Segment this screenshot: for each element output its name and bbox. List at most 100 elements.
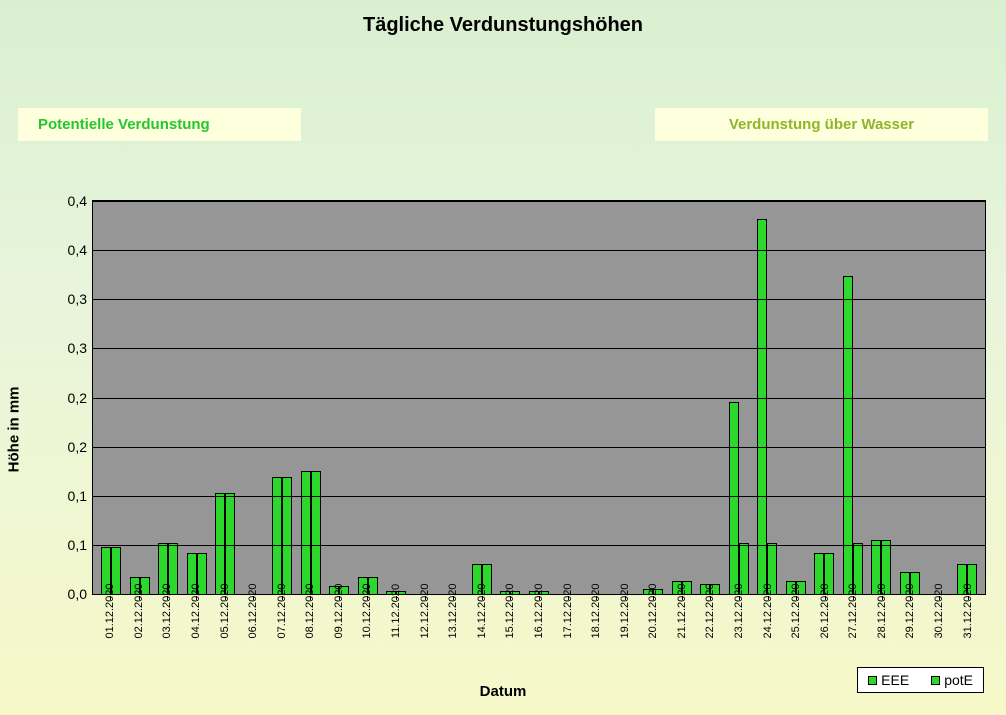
y-tick-label: 0,4 [68, 193, 87, 209]
x-tick-label: 15.12.2020 [504, 583, 516, 638]
gridline [93, 201, 985, 202]
x-tick: 20.12.2020 [639, 600, 668, 670]
bar-eee [215, 493, 225, 594]
gridline [93, 496, 985, 497]
x-tick: 24.12.2020 [753, 600, 782, 670]
x-tick-label: 24.12.2020 [762, 583, 774, 638]
x-tick: 03.12.2020 [153, 600, 182, 670]
x-tick-label: 03.12.2020 [161, 583, 173, 638]
x-tick-label: 31.12.2020 [962, 583, 974, 638]
x-tick: 22.12.2020 [696, 600, 725, 670]
x-tick: 28.12.2020 [868, 600, 897, 670]
x-tick: 15.12.2020 [496, 600, 525, 670]
bar-eee [757, 219, 767, 594]
x-tick: 13.12.2020 [439, 600, 468, 670]
gridline [93, 398, 985, 399]
x-tick: 30.12.2020 [925, 600, 954, 670]
x-tick-label: 18.12.2020 [590, 583, 602, 638]
x-tick: 16.12.2020 [525, 600, 554, 670]
chart-title: Tägliche Verdunstungshöhen [0, 0, 1006, 37]
y-tick-label: 0,2 [68, 439, 87, 455]
y-axis-label: Höhe in mm [6, 386, 23, 472]
x-tick-label: 13.12.2020 [447, 583, 459, 638]
x-tick: 05.12.2020 [210, 600, 239, 670]
x-tick-label: 04.12.2020 [190, 583, 202, 638]
x-tick: 21.12.2020 [668, 600, 697, 670]
x-tick-row: 01.12.202002.12.202003.12.202004.12.2020… [92, 600, 986, 670]
y-tick-label: 0,2 [68, 390, 87, 406]
x-tick-label: 28.12.2020 [876, 583, 888, 638]
x-tick-label: 29.12.2020 [904, 583, 916, 638]
y-tick-label: 0,0 [68, 586, 87, 602]
x-tick-label: 05.12.2020 [219, 583, 231, 638]
x-tick-label: 23.12.2020 [733, 583, 745, 638]
x-tick-label: 26.12.2020 [819, 583, 831, 638]
header-boxes: Potentielle Verdunstung Verdunstung über… [18, 108, 988, 141]
legend-item-eee: EEE [868, 672, 909, 688]
x-tick: 04.12.2020 [182, 600, 211, 670]
bar-pote [311, 471, 321, 594]
x-tick-label: 09.12.2020 [333, 583, 345, 638]
x-tick: 29.12.2020 [896, 600, 925, 670]
x-tick-label: 20.12.2020 [647, 583, 659, 638]
header-box-right: Verdunstung über Wasser [655, 108, 988, 141]
x-tick: 07.12.2020 [267, 600, 296, 670]
gridline [93, 299, 985, 300]
x-tick-label: 17.12.2020 [562, 583, 574, 638]
x-tick-label: 11.12.2020 [390, 584, 402, 638]
x-tick: 08.12.2020 [296, 600, 325, 670]
x-tick-label: 30.12.2020 [933, 583, 945, 638]
x-tick-label: 22.12.2020 [704, 583, 716, 638]
legend-swatch-eee [868, 676, 877, 685]
x-tick-label: 10.12.2020 [361, 583, 373, 638]
bar-eee [843, 276, 853, 594]
y-tick-label: 0,3 [68, 340, 87, 356]
plot-area: 0,00,10,10,20,20,30,30,40,4 [92, 200, 986, 595]
chart-container: Höhe in mm 0,00,10,10,20,20,30,30,40,4 0… [20, 190, 986, 695]
x-tick-label: 01.12.2020 [104, 583, 116, 638]
y-tick-label: 0,4 [68, 242, 87, 258]
bar-eee [301, 471, 311, 594]
x-tick: 01.12.2020 [96, 600, 125, 670]
x-tick-label: 14.12.2020 [476, 583, 488, 638]
x-tick: 19.12.2020 [610, 600, 639, 670]
bar-pote [225, 493, 235, 594]
y-tick-label: 0,1 [68, 488, 87, 504]
x-tick: 26.12.2020 [810, 600, 839, 670]
x-tick: 12.12.2020 [410, 600, 439, 670]
x-tick: 23.12.2020 [725, 600, 754, 670]
x-tick: 06.12.2020 [239, 600, 268, 670]
legend: EEE potE [857, 667, 984, 693]
x-tick-label: 19.12.2020 [619, 583, 631, 638]
gridline [93, 545, 985, 546]
x-tick-label: 27.12.2020 [847, 583, 859, 638]
x-tick: 25.12.2020 [782, 600, 811, 670]
x-tick: 10.12.2020 [353, 600, 382, 670]
x-tick-label: 08.12.2020 [304, 583, 316, 638]
y-tick-label: 0,1 [68, 537, 87, 553]
legend-item-pote: potE [931, 672, 973, 688]
legend-label-pote: potE [944, 672, 973, 688]
bar-eee [729, 402, 739, 594]
x-tick-label: 07.12.2020 [276, 583, 288, 638]
x-tick-label: 12.12.2020 [419, 583, 431, 638]
gridline [93, 447, 985, 448]
legend-swatch-pote [931, 676, 940, 685]
header-box-left: Potentielle Verdunstung [18, 108, 301, 141]
x-tick: 31.12.2020 [953, 600, 982, 670]
x-axis-label: Datum [480, 683, 527, 700]
x-tick-label: 16.12.2020 [533, 583, 545, 638]
gridline [93, 250, 985, 251]
x-tick-label: 02.12.2020 [133, 583, 145, 638]
x-tick-label: 06.12.2020 [247, 583, 259, 638]
plot-wrap: 0,00,10,10,20,20,30,30,40,4 [92, 200, 986, 595]
x-tick: 11.12.2020 [382, 600, 411, 670]
y-tick-label: 0,3 [68, 291, 87, 307]
legend-label-eee: EEE [881, 672, 909, 688]
x-tick: 17.12.2020 [553, 600, 582, 670]
x-tick-label: 25.12.2020 [790, 583, 802, 638]
x-tick: 09.12.2020 [325, 600, 354, 670]
x-tick: 18.12.2020 [582, 600, 611, 670]
x-tick-label: 21.12.2020 [676, 583, 688, 638]
gridline [93, 348, 985, 349]
